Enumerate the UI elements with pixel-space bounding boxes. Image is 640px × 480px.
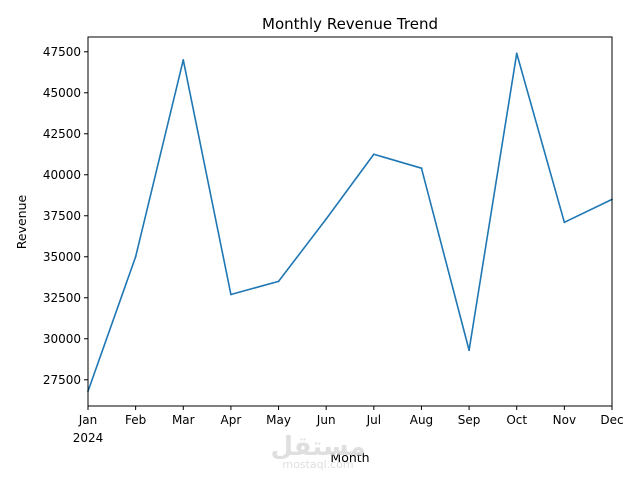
y-tick-label: 37500 <box>43 209 81 223</box>
y-axis-label: Revenue <box>14 194 29 249</box>
x-year-label: 2024 <box>73 431 104 445</box>
data-point <box>325 218 328 220</box>
y-tick-label: 45000 <box>43 86 81 100</box>
y-tick-label: 27500 <box>43 373 81 387</box>
watermark-logo: مستقل mostaql.com <box>270 432 365 471</box>
plot-frame <box>87 36 613 407</box>
y-tick-label: 40000 <box>43 168 81 182</box>
data-point <box>468 349 470 352</box>
data-point <box>277 280 280 283</box>
x-tick-label: Aug <box>410 413 433 427</box>
series-line-revenue <box>87 52 613 392</box>
data-point <box>134 255 137 258</box>
x-axis-label: Month <box>330 450 369 465</box>
data-point <box>515 52 518 55</box>
x-tick-label: Sep <box>458 413 481 427</box>
data-point <box>563 221 566 224</box>
watermark-text: مستقل <box>270 432 365 462</box>
x-tick-label: Jan <box>78 413 98 427</box>
data-point <box>230 293 232 296</box>
x-tick-label: Nov <box>553 413 576 427</box>
x-tick-label: Mar <box>172 413 195 427</box>
data-point <box>372 153 375 156</box>
watermark-subtext: mostaql.com <box>282 458 353 471</box>
y-tick-label: 30000 <box>43 332 81 346</box>
x-tick-label: Jun <box>316 413 336 427</box>
x-tick-label: Dec <box>600 413 623 427</box>
y-tick-label: 42500 <box>43 127 81 141</box>
x-tick-label: Apr <box>221 413 242 427</box>
data-point <box>182 59 185 61</box>
y-tick-label: 32500 <box>43 291 81 305</box>
x-tick-label: May <box>266 413 291 427</box>
x-tick-label: Jul <box>366 413 381 427</box>
data-point <box>420 167 423 170</box>
x-tick-label: Feb <box>125 413 146 427</box>
y-tick-label: 47500 <box>43 45 81 59</box>
chart-title: Monthly Revenue Trend <box>262 15 438 33</box>
y-tick-label: 35000 <box>43 250 81 264</box>
x-tick-label: Oct <box>506 413 527 427</box>
